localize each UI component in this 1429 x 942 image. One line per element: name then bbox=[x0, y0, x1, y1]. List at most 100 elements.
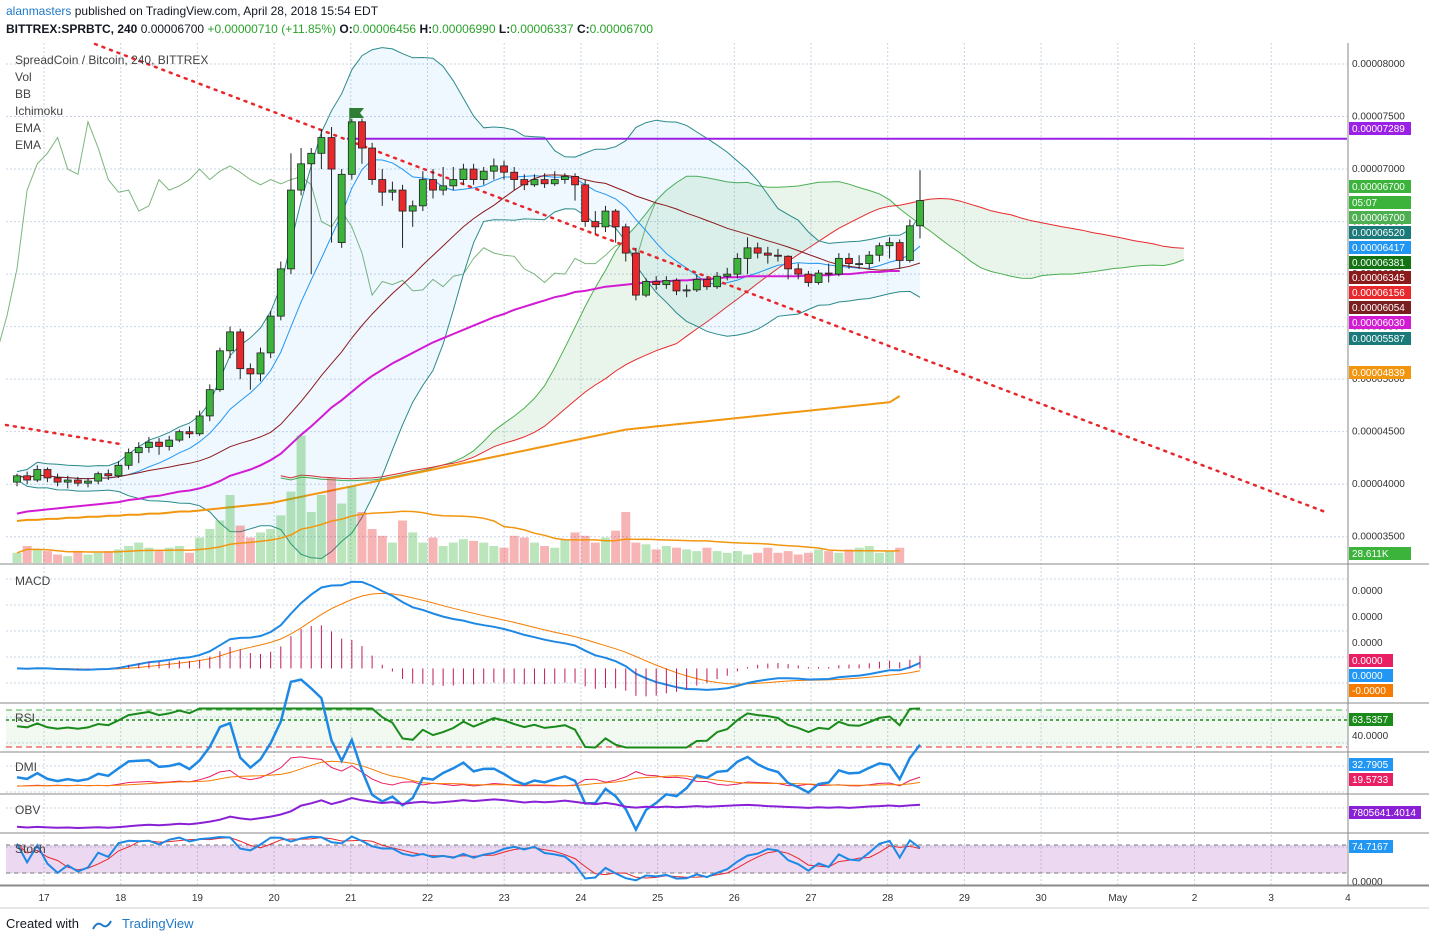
candle-body bbox=[530, 179, 539, 186]
candle-body bbox=[763, 252, 772, 256]
stoch-pane-label[interactable]: Stoch bbox=[15, 842, 46, 856]
price-tick-label: 0.00004000 bbox=[1352, 479, 1405, 490]
volume-bar bbox=[377, 535, 387, 563]
volume-bar bbox=[357, 512, 367, 563]
open-label: O: bbox=[339, 22, 353, 36]
candle-body bbox=[489, 165, 498, 172]
candle-body bbox=[875, 245, 884, 256]
candle-body bbox=[621, 226, 630, 254]
price-tag bbox=[1349, 241, 1411, 254]
volume-bar bbox=[834, 552, 844, 563]
candle-body bbox=[865, 254, 874, 265]
bb-lower bbox=[16, 208, 921, 560]
candle-body bbox=[794, 268, 803, 275]
x-tick-label: 4 bbox=[1345, 893, 1351, 904]
volume-bar bbox=[479, 542, 489, 563]
volume-bar bbox=[722, 552, 732, 563]
volume-bar bbox=[509, 535, 519, 563]
volume-bar bbox=[296, 435, 306, 563]
candle-body bbox=[276, 268, 285, 317]
candle-body bbox=[804, 273, 813, 283]
volume-bar bbox=[438, 546, 448, 563]
candle-body bbox=[571, 176, 579, 186]
legend-ichimoku[interactable]: Ichimoku bbox=[15, 104, 64, 118]
candle-body bbox=[642, 281, 650, 296]
candle-body bbox=[469, 168, 478, 180]
candle-body bbox=[905, 225, 914, 261]
volume-bar bbox=[783, 551, 793, 563]
volume-bar bbox=[428, 537, 438, 563]
x-tick-label: 23 bbox=[499, 893, 511, 904]
candle-body bbox=[591, 221, 600, 228]
x-tick-label: 26 bbox=[729, 893, 741, 904]
candle-body bbox=[256, 352, 265, 375]
x-tick-label: 27 bbox=[805, 893, 817, 904]
candle-body bbox=[784, 255, 793, 270]
volume-bar bbox=[103, 551, 113, 563]
legend-ema-1[interactable]: EMA bbox=[15, 121, 42, 135]
price-tag bbox=[1349, 316, 1411, 329]
candle-body bbox=[165, 439, 174, 447]
legend-vol[interactable]: Vol bbox=[15, 70, 32, 84]
candle-body bbox=[358, 121, 366, 149]
candle-body bbox=[317, 137, 326, 154]
high-label: H: bbox=[419, 22, 433, 36]
volume-bar bbox=[73, 551, 83, 563]
candle-body bbox=[347, 121, 356, 175]
rsi-band bbox=[6, 710, 1347, 747]
tradingview-link[interactable]: TradingView bbox=[122, 916, 194, 931]
candle-body bbox=[814, 272, 823, 283]
rsi-tick-label: 40.0000 bbox=[1352, 731, 1389, 742]
candle-body bbox=[378, 179, 387, 193]
candle-body bbox=[124, 452, 133, 466]
candle-body bbox=[459, 168, 468, 180]
price-tag-label: 0.00004839 bbox=[1352, 368, 1405, 379]
candle-body bbox=[500, 165, 508, 173]
candle-body bbox=[682, 289, 691, 292]
price-tag bbox=[1349, 211, 1411, 224]
volume-bar bbox=[53, 554, 63, 563]
obv-pane-label[interactable]: OBV bbox=[15, 803, 41, 817]
volume-bar bbox=[195, 537, 205, 563]
symbol-label: BITTREX:SPRBTC, 240 bbox=[6, 22, 138, 36]
candle-body bbox=[134, 447, 143, 454]
footer: Created with TradingView bbox=[6, 916, 194, 931]
x-tick-label: 25 bbox=[652, 893, 664, 904]
volume-bar bbox=[22, 546, 32, 563]
last-price: 0.00006700 bbox=[140, 22, 205, 36]
price-tag-label: 0.00006030 bbox=[1352, 318, 1405, 329]
rsi-pane-label[interactable]: RSI bbox=[15, 711, 36, 725]
candle-body bbox=[540, 179, 549, 185]
macd-value-tag bbox=[1349, 684, 1393, 697]
volume-bar bbox=[519, 537, 529, 563]
stoch-k-line bbox=[16, 835, 921, 882]
x-tick-label: 18 bbox=[115, 893, 127, 904]
macd-value-tag bbox=[1349, 654, 1393, 667]
plot-area bbox=[0, 43, 1347, 885]
ema-50-line bbox=[16, 270, 900, 515]
macd-pane-label[interactable]: MACD bbox=[15, 574, 51, 588]
candle-body bbox=[144, 441, 153, 448]
dmi-pane-label[interactable]: DMI bbox=[15, 760, 37, 774]
candle-body bbox=[753, 247, 762, 254]
volume-bar bbox=[124, 546, 134, 563]
candle-body bbox=[845, 257, 853, 265]
candle-body bbox=[479, 170, 488, 180]
candles bbox=[13, 118, 924, 489]
legend-ema-2[interactable]: EMA bbox=[15, 138, 42, 152]
legend-bb[interactable]: BB bbox=[15, 87, 32, 101]
volume-bar bbox=[306, 512, 316, 563]
stoch-value-label: 74.7167 bbox=[1352, 842, 1389, 853]
obv-value-label: 7805641.4014 bbox=[1352, 808, 1416, 819]
candle-body bbox=[368, 147, 377, 180]
author-link[interactable]: alanmasters bbox=[6, 4, 72, 18]
flag-cloth bbox=[350, 108, 364, 118]
volume-bar bbox=[560, 539, 570, 563]
candle-body bbox=[895, 242, 904, 261]
candle-body bbox=[13, 475, 21, 483]
candle-body bbox=[388, 189, 397, 193]
price-tag bbox=[1349, 366, 1411, 379]
volume-bar bbox=[42, 551, 52, 563]
volume-bar bbox=[93, 552, 103, 563]
